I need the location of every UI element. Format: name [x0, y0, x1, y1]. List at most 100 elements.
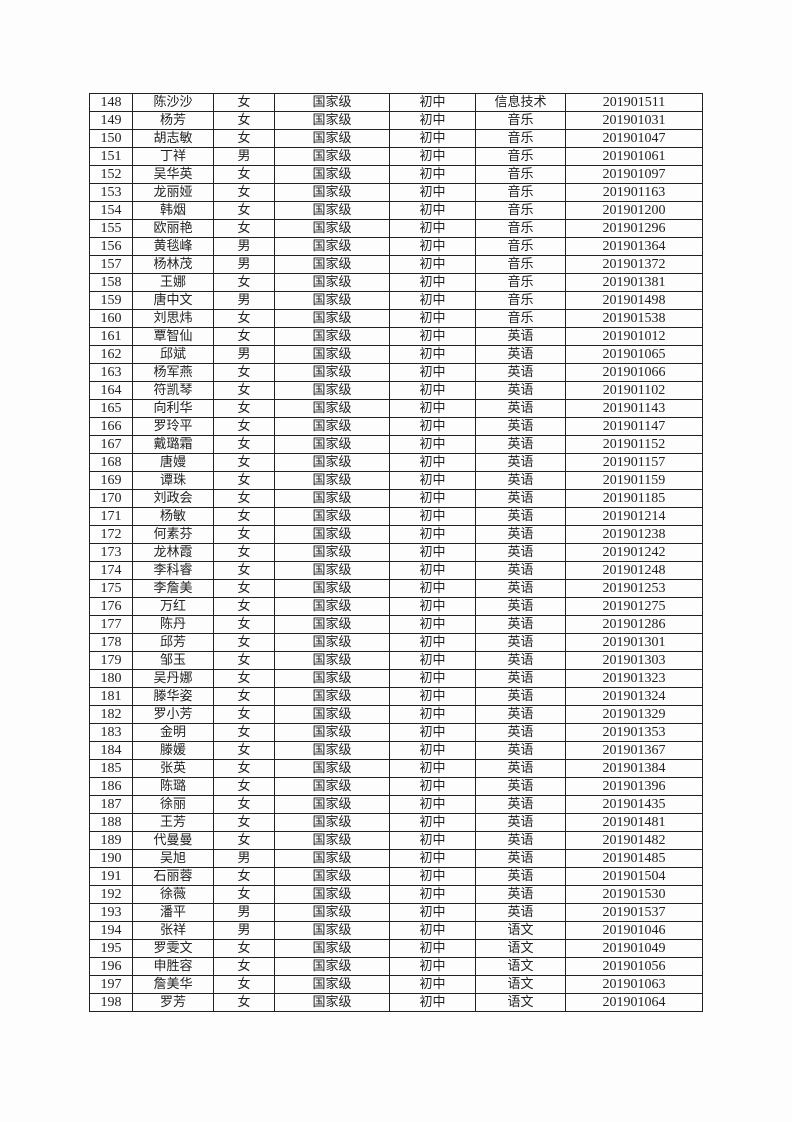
subject-cell: 英语 — [475, 705, 566, 724]
row-number-cell: 172 — [89, 525, 133, 544]
certificate-number-cell: 201901049 — [565, 939, 703, 958]
teacher-name-cell: 陈丹 — [132, 615, 214, 634]
teacher-name-cell: 戴璐霜 — [132, 435, 214, 454]
level-cell: 国家级 — [274, 399, 390, 418]
certificate-number-cell: 201901324 — [565, 687, 703, 706]
school-stage-cell: 初中 — [389, 363, 476, 382]
gender-cell: 女 — [213, 219, 275, 238]
certificate-number-cell: 201901296 — [565, 219, 703, 238]
subject-cell: 英语 — [475, 363, 566, 382]
row-number-cell: 162 — [89, 345, 133, 364]
school-stage-cell: 初中 — [389, 489, 476, 508]
table-row: 168 唐嫚女国家级 初中 英语 201901157 — [89, 453, 703, 472]
table-row: 181 滕华姿女国家级 初中 英语 201901324 — [89, 687, 703, 706]
school-stage-cell: 初中 — [389, 795, 476, 814]
level-cell: 国家级 — [274, 867, 390, 886]
row-number-cell: 186 — [89, 777, 133, 796]
table-row: 186 陈璐女国家级 初中 英语 201901396 — [89, 777, 703, 796]
table-row: 180 吴丹娜女国家级 初中 英语 201901323 — [89, 669, 703, 688]
certificate-number-cell: 201901031 — [565, 111, 703, 130]
certificate-number-cell: 201901537 — [565, 903, 703, 922]
certificate-number-cell: 201901301 — [565, 633, 703, 652]
school-stage-cell: 初中 — [389, 525, 476, 544]
certificate-number-cell: 201901435 — [565, 795, 703, 814]
level-cell: 国家级 — [274, 885, 390, 904]
teacher-name-cell: 李科睿 — [132, 561, 214, 580]
table-row: 155 欧丽艳女国家级 初中 音乐 201901296 — [89, 219, 703, 238]
gender-cell: 女 — [213, 183, 275, 202]
row-number-cell: 157 — [89, 255, 133, 274]
table-row: 164 符凯琴女国家级 初中 英语 201901102 — [89, 381, 703, 400]
table-row: 190 吴旭男国家级 初中 英语 201901485 — [89, 849, 703, 868]
table-row: 170 刘政会女国家级 初中 英语 201901185 — [89, 489, 703, 508]
gender-cell: 女 — [213, 597, 275, 616]
teacher-name-cell: 徐丽 — [132, 795, 214, 814]
row-number-cell: 190 — [89, 849, 133, 868]
certificate-number-cell: 201901482 — [565, 831, 703, 850]
certificate-number-cell: 201901253 — [565, 579, 703, 598]
table-row: 153 龙丽娅女国家级 初中 音乐 201901163 — [89, 183, 703, 202]
table-row: 148 陈沙沙女国家级 初中 信息技术 201901511 — [89, 93, 703, 112]
subject-cell: 英语 — [475, 417, 566, 436]
row-number-cell: 148 — [89, 93, 133, 112]
subject-cell: 音乐 — [475, 129, 566, 148]
gender-cell: 女 — [213, 885, 275, 904]
certificate-number-cell: 201901303 — [565, 651, 703, 670]
certificate-number-cell: 201901152 — [565, 435, 703, 454]
level-cell: 国家级 — [274, 993, 390, 1012]
gender-cell: 男 — [213, 291, 275, 310]
subject-cell: 音乐 — [475, 219, 566, 238]
certificate-number-cell: 201901065 — [565, 345, 703, 364]
row-number-cell: 167 — [89, 435, 133, 454]
level-cell: 国家级 — [274, 183, 390, 202]
certificate-number-cell: 201901323 — [565, 669, 703, 688]
gender-cell: 男 — [213, 147, 275, 166]
level-cell: 国家级 — [274, 93, 390, 112]
row-number-cell: 150 — [89, 129, 133, 148]
table-row: 187 徐丽女国家级 初中 英语 201901435 — [89, 795, 703, 814]
level-cell: 国家级 — [274, 705, 390, 724]
school-stage-cell: 初中 — [389, 561, 476, 580]
gender-cell: 女 — [213, 813, 275, 832]
teacher-name-cell: 邱斌 — [132, 345, 214, 364]
level-cell: 国家级 — [274, 507, 390, 526]
certificate-number-cell: 201901046 — [565, 921, 703, 940]
gender-cell: 男 — [213, 849, 275, 868]
school-stage-cell: 初中 — [389, 975, 476, 994]
school-stage-cell: 初中 — [389, 399, 476, 418]
subject-cell: 英语 — [475, 651, 566, 670]
certificate-number-cell: 201901143 — [565, 399, 703, 418]
teacher-name-cell: 杨敏 — [132, 507, 214, 526]
certificate-number-cell: 201901353 — [565, 723, 703, 742]
gender-cell: 女 — [213, 777, 275, 796]
table-row: 150 胡志敏女国家级 初中 音乐 201901047 — [89, 129, 703, 148]
teacher-name-cell: 刘思炜 — [132, 309, 214, 328]
table-row: 198 罗芳女国家级 初中 语文 201901064 — [89, 993, 703, 1012]
row-number-cell: 187 — [89, 795, 133, 814]
row-number-cell: 174 — [89, 561, 133, 580]
school-stage-cell: 初中 — [389, 183, 476, 202]
subject-cell: 英语 — [475, 687, 566, 706]
gender-cell: 女 — [213, 741, 275, 760]
row-number-cell: 175 — [89, 579, 133, 598]
level-cell: 国家级 — [274, 255, 390, 274]
level-cell: 国家级 — [274, 759, 390, 778]
table-row: 174 李科睿女国家级 初中 英语 201901248 — [89, 561, 703, 580]
certificate-number-cell: 201901329 — [565, 705, 703, 724]
subject-cell: 英语 — [475, 867, 566, 886]
gender-cell: 女 — [213, 867, 275, 886]
gender-cell: 女 — [213, 381, 275, 400]
school-stage-cell: 初中 — [389, 417, 476, 436]
certificate-number-cell: 201901056 — [565, 957, 703, 976]
gender-cell: 男 — [213, 345, 275, 364]
teacher-name-cell: 刘政会 — [132, 489, 214, 508]
row-number-cell: 161 — [89, 327, 133, 346]
subject-cell: 音乐 — [475, 165, 566, 184]
certificate-number-cell: 201901530 — [565, 885, 703, 904]
level-cell: 国家级 — [274, 471, 390, 490]
level-cell: 国家级 — [274, 921, 390, 940]
row-number-cell: 183 — [89, 723, 133, 742]
certificate-number-cell: 201901367 — [565, 741, 703, 760]
row-number-cell: 193 — [89, 903, 133, 922]
level-cell: 国家级 — [274, 741, 390, 760]
